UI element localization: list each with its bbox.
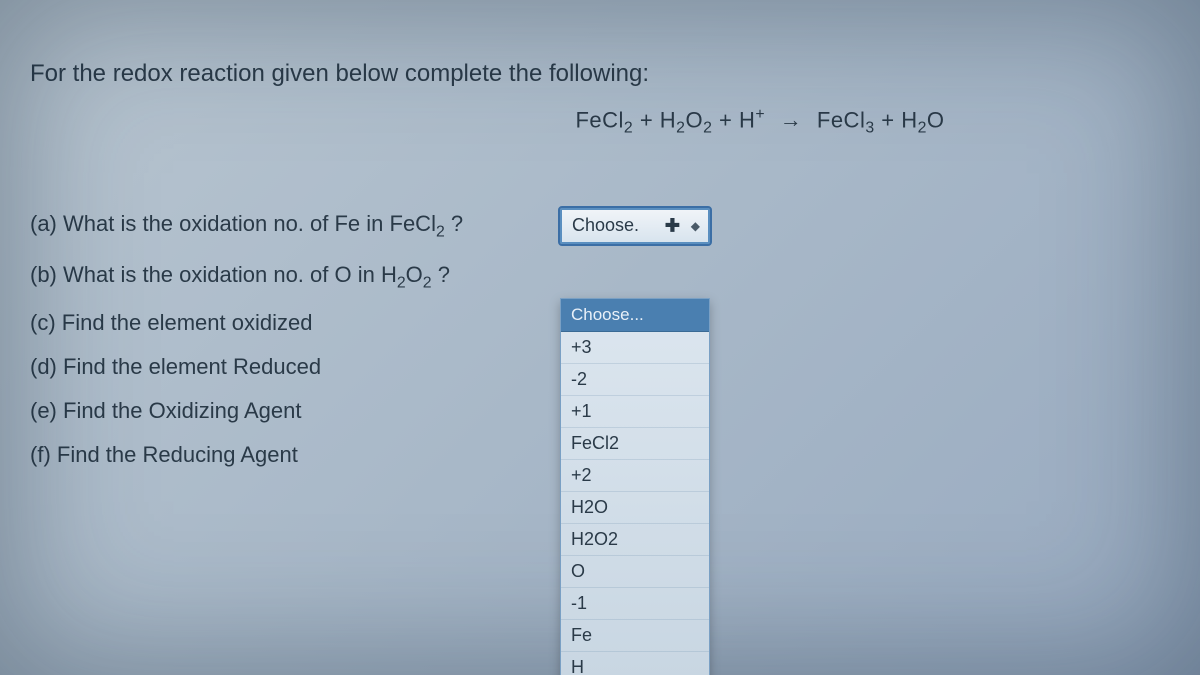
question-panel: For the redox reaction given below compl… bbox=[0, 0, 1200, 675]
plus-icon: ✚ bbox=[665, 215, 680, 236]
question-row: (a) What is the oxidation no. of Fe in F… bbox=[30, 208, 1170, 244]
dropdown-option[interactable]: Fe bbox=[561, 620, 709, 652]
dropdown-option[interactable]: O bbox=[561, 556, 709, 588]
dropdown-option[interactable]: +2 bbox=[561, 460, 709, 492]
dropdown-option[interactable]: -2 bbox=[561, 364, 709, 396]
question-list: (a) What is the oxidation no. of Fe in F… bbox=[30, 208, 1170, 468]
dropdown-option[interactable]: +1 bbox=[561, 396, 709, 428]
question-text: (f) Find the Reducing Agent bbox=[30, 442, 560, 468]
dropdown-option[interactable]: +3 bbox=[561, 332, 709, 364]
dropdown-option[interactable]: FeCl2 bbox=[561, 428, 709, 460]
question-text: (c) Find the element oxidized bbox=[30, 310, 560, 336]
prompt-text: For the redox reaction given below compl… bbox=[30, 60, 1170, 88]
dropdown-header[interactable]: Choose... bbox=[561, 299, 709, 332]
question-text: (d) Find the element Reduced bbox=[30, 354, 560, 380]
question-row: (b) What is the oxidation no. of O in H2… bbox=[30, 262, 1170, 292]
question-text: (a) What is the oxidation no. of Fe in F… bbox=[30, 211, 560, 241]
dropdown-option[interactable]: H2O bbox=[561, 492, 709, 524]
answer-select[interactable]: Choose. ✚ ◆ bbox=[560, 208, 710, 244]
dropdown-option[interactable]: -1 bbox=[561, 588, 709, 620]
select-label: Choose. bbox=[572, 215, 639, 236]
dropdown-option[interactable]: H bbox=[561, 652, 709, 675]
question-text: (b) What is the oxidation no. of O in H2… bbox=[30, 262, 560, 292]
reaction-equation: FeCl2 + H2O2 + H+ → FeCl3 + H2O bbox=[350, 106, 1170, 138]
question-text: (e) Find the Oxidizing Agent bbox=[30, 398, 560, 424]
dropdown-option[interactable]: H2O2 bbox=[561, 524, 709, 556]
answer-dropdown[interactable]: Choose...+3-2+1FeCl2+2H2OH2O2O-1FeH bbox=[560, 298, 710, 675]
chevron-down-icon: ◆ bbox=[691, 219, 700, 233]
